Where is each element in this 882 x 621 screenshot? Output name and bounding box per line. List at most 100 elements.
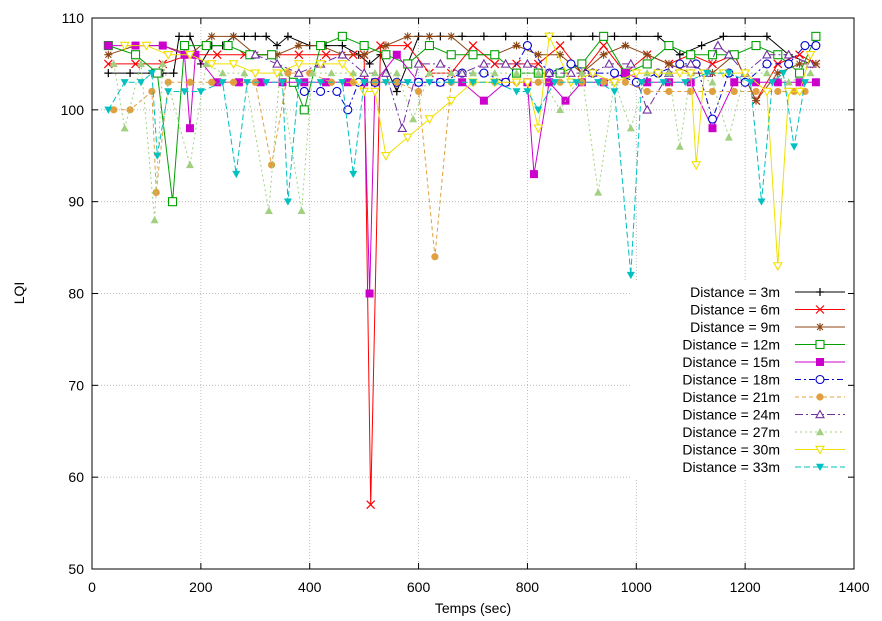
point [675, 59, 685, 69]
point [783, 87, 794, 97]
point [435, 58, 446, 68]
point [229, 32, 238, 41]
point [604, 58, 615, 68]
point [691, 161, 702, 171]
point [202, 59, 211, 68]
x-tick-label: 200 [189, 579, 213, 595]
point [104, 50, 113, 59]
point [294, 50, 304, 60]
point [414, 87, 423, 96]
point [522, 78, 533, 88]
point [136, 59, 145, 68]
point [566, 67, 576, 77]
point [664, 40, 674, 51]
point [816, 428, 824, 436]
point [446, 50, 456, 60]
point [659, 79, 668, 87]
point [393, 78, 401, 86]
point [719, 32, 728, 41]
point [632, 32, 641, 41]
point [490, 69, 499, 77]
point [424, 40, 435, 51]
point [724, 69, 733, 78]
point [431, 253, 439, 261]
point [294, 41, 303, 50]
point [126, 106, 134, 114]
point [811, 40, 821, 51]
point [180, 88, 189, 96]
point [469, 79, 477, 87]
point [723, 49, 734, 59]
legend-background [630, 282, 848, 479]
point [338, 41, 347, 50]
point [572, 79, 581, 87]
legend-swatch-marker [815, 305, 825, 314]
point [228, 60, 239, 70]
point [365, 59, 374, 68]
point [337, 60, 348, 70]
point [522, 40, 532, 51]
point [512, 88, 521, 96]
x-tick-label: 0 [88, 579, 96, 595]
legend-swatch-marker [816, 323, 824, 331]
series-layer [103, 31, 821, 510]
point [779, 69, 788, 78]
point [815, 339, 825, 350]
point [164, 78, 172, 86]
point [284, 69, 292, 77]
point [681, 79, 690, 87]
point [234, 78, 243, 87]
point [685, 69, 696, 79]
point [784, 78, 793, 86]
point [104, 106, 113, 114]
point [264, 206, 273, 215]
point [816, 358, 824, 366]
point [403, 59, 413, 69]
point [685, 58, 696, 68]
point [268, 161, 276, 169]
point [556, 105, 565, 114]
point [741, 32, 750, 41]
point [642, 59, 652, 69]
point [534, 69, 543, 77]
point [337, 31, 347, 41]
point [468, 50, 478, 60]
series-7 [110, 69, 809, 261]
point [169, 69, 178, 78]
series-4 [103, 31, 821, 207]
legend-label: Distance = 9m [690, 319, 780, 335]
point [158, 59, 167, 68]
legend-label: Distance = 24m [682, 407, 780, 423]
point [577, 69, 586, 77]
point [297, 206, 306, 215]
point [213, 78, 222, 87]
point [522, 58, 533, 68]
point [566, 32, 575, 41]
point [240, 69, 249, 77]
series-line [304, 44, 816, 121]
point [150, 216, 159, 224]
point [218, 69, 227, 77]
point [163, 50, 174, 60]
point [332, 86, 342, 97]
point [413, 58, 424, 68]
x-axis-ticks: 0 200 400 600 800 1000 1200 1400 [88, 18, 870, 595]
point [206, 60, 217, 70]
point [458, 32, 467, 41]
point [805, 50, 816, 60]
point [218, 79, 227, 87]
point [273, 41, 282, 50]
point [815, 409, 825, 419]
point [600, 78, 608, 86]
point [674, 69, 685, 79]
point [556, 50, 565, 59]
point [110, 106, 118, 114]
point [783, 49, 794, 59]
point [321, 50, 331, 60]
legend-swatch-marker [816, 463, 824, 471]
legend-swatch-marker [816, 288, 824, 296]
point [762, 32, 771, 41]
point [550, 79, 559, 87]
point [533, 59, 543, 69]
